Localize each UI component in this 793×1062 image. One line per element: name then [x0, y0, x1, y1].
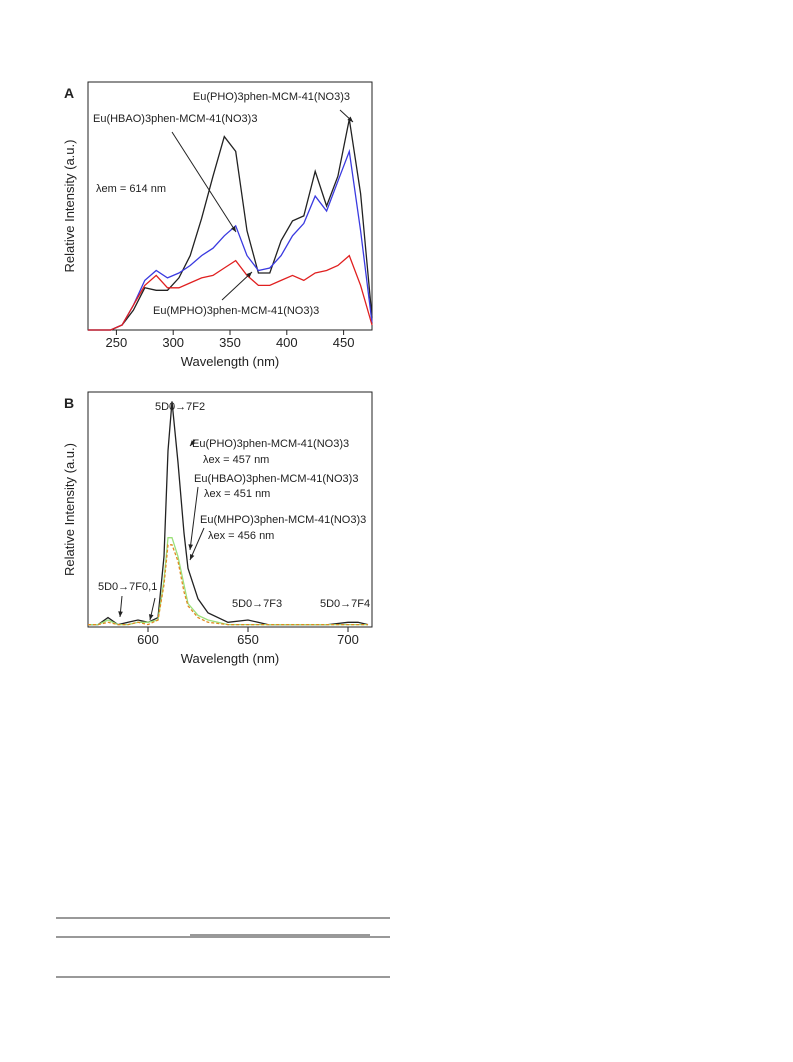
arrow-head	[231, 226, 236, 232]
y-axis-label: Relative Intensity (a.u.)	[62, 140, 77, 273]
annotation: Eu(HBAO)3phen-MCM-41(NO3)3	[194, 473, 358, 485]
x-axis-label: Wavelength (nm)	[181, 354, 280, 369]
annotation: 5D0→7F2	[155, 401, 205, 413]
panel-label: A	[64, 85, 74, 101]
arrow-head	[118, 611, 123, 617]
annotation: 5D0→7F3	[232, 598, 282, 610]
x-tick-label: 700	[337, 632, 359, 647]
panel-label: B	[64, 395, 74, 411]
arrow-head	[347, 116, 353, 122]
annotation: Eu(MPHO)3phen-MCM-41(NO3)3	[153, 305, 319, 317]
x-tick-label: 650	[237, 632, 259, 647]
spectrum-line	[88, 254, 373, 331]
x-tick-label: 250	[106, 335, 128, 350]
annotation: 5D0→7F4	[320, 598, 370, 610]
plot-frame	[87, 391, 373, 628]
annotation: Eu(HBAO)3phen-MCM-41(NO3)3	[93, 113, 257, 125]
annotation: λex = 457 nm	[203, 454, 269, 466]
x-axis-label: Wavelength (nm)	[181, 651, 280, 666]
spectrum-line	[88, 148, 373, 331]
annotation: Eu(PHO)3phen-MCM-41(NO3)3	[193, 91, 350, 103]
annotation: λex = 456 nm	[208, 530, 274, 542]
x-tick-label: 300	[162, 335, 184, 350]
arrow	[171, 131, 237, 233]
x-tick-label: 450	[333, 335, 355, 350]
annotation: Eu(PHO)3phen-MCM-41(NO3)3	[192, 438, 349, 450]
annotation: 5D0→7F0,1	[98, 581, 157, 593]
arrow	[189, 486, 199, 551]
arrow-head	[246, 272, 252, 278]
arrow-head	[188, 544, 194, 550]
x-tick-label: 400	[276, 335, 298, 350]
arrow	[221, 271, 253, 301]
spectrum-line	[88, 119, 373, 331]
spectrum-line	[88, 544, 368, 626]
y-axis-label: Relative Intensity (a.u.)	[62, 443, 77, 576]
annotation: λem = 614 nm	[96, 183, 166, 195]
x-tick-label: 350	[219, 335, 241, 350]
arrow-head	[190, 440, 196, 446]
arrow-head	[148, 614, 154, 620]
x-tick-label: 600	[137, 632, 159, 647]
arrow	[189, 527, 205, 561]
annotation: Eu(MHPO)3phen-MCM-41(NO3)3	[200, 514, 366, 526]
annotation: λex = 451 nm	[204, 488, 270, 500]
arrow-head	[190, 554, 195, 560]
